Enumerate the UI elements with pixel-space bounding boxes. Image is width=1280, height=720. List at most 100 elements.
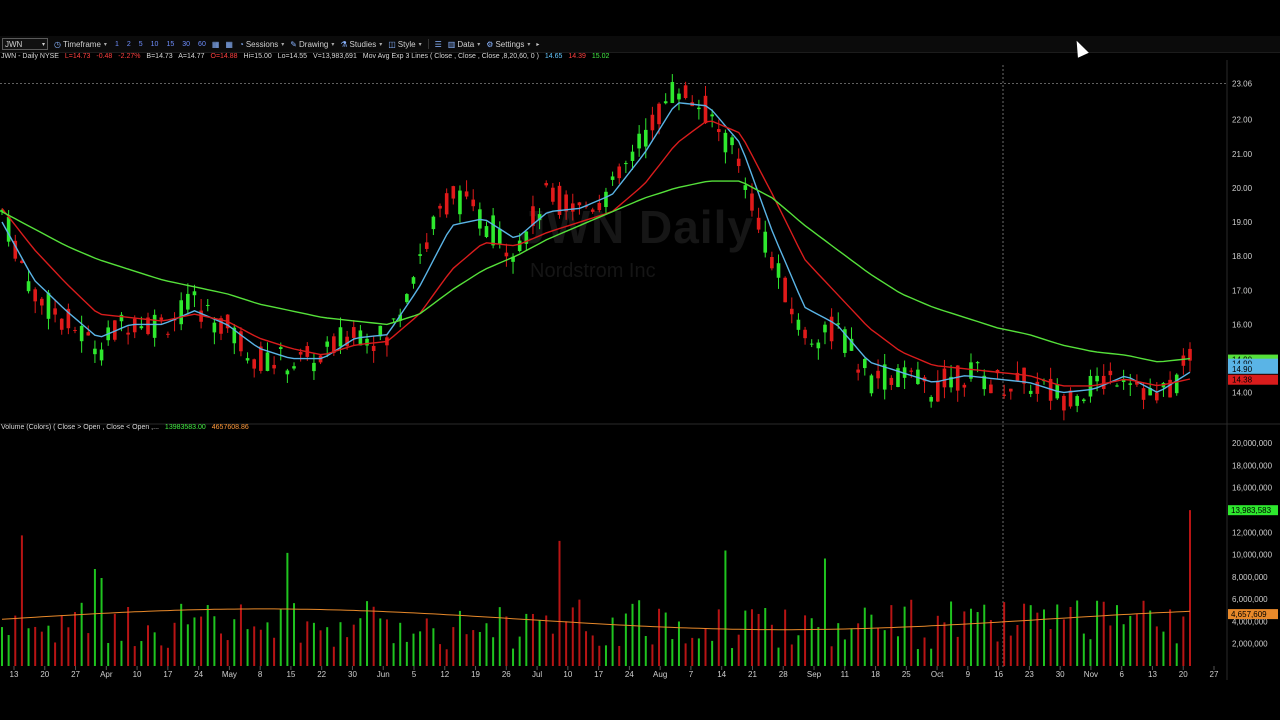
studies-label: Studies	[349, 39, 377, 49]
candle-body	[113, 320, 117, 340]
candle-body	[763, 231, 768, 253]
candle-body	[1121, 378, 1126, 382]
volume-value: V=13,983,691	[313, 53, 357, 60]
candle-body	[1068, 390, 1073, 407]
date-axis-label: Jun	[377, 670, 390, 679]
interval-10[interactable]: 10	[150, 40, 159, 48]
data-menu[interactable]: ▥ Data ▾	[448, 40, 480, 49]
candle-body	[756, 217, 761, 230]
volume-axis-tick: 8,000,000	[1232, 573, 1268, 582]
date-axis-label: 18	[871, 670, 880, 679]
candle-body	[916, 369, 920, 385]
overflow-icon[interactable]: ▸	[536, 41, 540, 48]
candle-body	[345, 336, 349, 347]
change-pct: -2.27%	[118, 53, 141, 60]
interval-30[interactable]: 30	[182, 40, 191, 48]
candle-body	[896, 368, 900, 388]
candle-body	[86, 332, 91, 336]
volume-average: 4657608.86	[211, 424, 249, 431]
candle-body	[232, 327, 237, 344]
drawing-menu[interactable]: ✎ Drawing ▾	[290, 40, 334, 49]
interval-15[interactable]: 15	[166, 40, 175, 48]
chart-toolbar: JWN ▾ ◷ Timeframe ▾ 1 2 5 10 15 30 60 ▦ …	[0, 36, 1280, 53]
candle-body	[504, 252, 509, 257]
candle-body	[53, 308, 57, 315]
calendar-icon[interactable]: ▦	[211, 39, 220, 49]
candle-body	[46, 292, 51, 319]
candle-body	[139, 326, 144, 329]
candle-body	[378, 325, 383, 337]
data-icon: ▥	[447, 39, 456, 49]
interval-1[interactable]: 1	[114, 40, 119, 48]
date-axis-label: 6	[1119, 670, 1124, 679]
candle-body	[776, 263, 781, 278]
candle-body	[650, 114, 655, 131]
candle-body	[259, 346, 263, 371]
candle-body	[630, 151, 635, 161]
date-axis-label: 11	[841, 670, 850, 679]
settings-menu[interactable]: ⚙ Settings ▾	[486, 40, 530, 49]
layout-icon[interactable]: ☰	[434, 39, 442, 49]
candle-body	[829, 316, 834, 342]
candle-body	[643, 129, 648, 147]
candle-body	[298, 352, 303, 355]
ma-fast-value: 14.65	[544, 53, 563, 60]
volume-badge-label: 13,983,583	[1231, 506, 1272, 515]
candle-body	[351, 327, 356, 338]
candle-body	[1181, 355, 1186, 366]
volume-axis-tick: 12,000,000	[1232, 528, 1273, 537]
candle-body	[398, 314, 403, 321]
timeframe-menu[interactable]: ◷ Timeframe ▾	[54, 40, 107, 49]
price-axis-tick: 18.00	[1232, 252, 1253, 261]
candle-body	[1035, 381, 1040, 394]
ma-slow-line	[1, 180, 1191, 363]
price-axis-tick: 19.00	[1232, 218, 1253, 227]
candle-body	[604, 191, 608, 207]
candle-body	[451, 186, 456, 199]
candle-body	[570, 203, 575, 212]
date-axis-label: 5	[412, 670, 417, 679]
candle-body	[1148, 388, 1152, 396]
candle-body	[1015, 372, 1020, 381]
candle-body	[491, 215, 495, 246]
price-chart[interactable]: 23.06 22.00 21.00 20.00 19.00 18.00 17.00 16.00…	[0, 0, 1280, 682]
symbol-input[interactable]: JWN ▾	[2, 38, 48, 50]
volume-badge	[1228, 505, 1278, 516]
volume-axis-tick: 4,000,000	[1232, 617, 1268, 626]
date-axis-label: 22	[317, 670, 326, 679]
date-axis-label: 10	[133, 670, 142, 679]
style-label: Style	[397, 39, 416, 49]
interval-2[interactable]: 2	[126, 40, 131, 48]
volume-axis-tick: 6,000,000	[1232, 595, 1268, 604]
candle-body	[783, 277, 787, 303]
candle-body	[312, 362, 316, 372]
candle-body	[418, 254, 422, 256]
calendar-range-icon[interactable]: ▦	[225, 39, 233, 49]
studies-menu[interactable]: ⚗ Studies ▾	[340, 40, 382, 49]
candle-body	[736, 158, 741, 167]
candle-body	[265, 352, 270, 371]
style-menu[interactable]: ◫ Style ▾	[388, 40, 421, 49]
interval-60[interactable]: 60	[198, 40, 206, 48]
candle-body	[33, 289, 37, 302]
interval-5[interactable]: 5	[138, 40, 143, 48]
candle-body	[710, 114, 714, 117]
candle-body	[949, 376, 953, 388]
candle-body	[849, 338, 854, 351]
date-axis-label: 17	[594, 670, 603, 679]
date-axis-label: Jul	[532, 670, 542, 679]
top-black-bar	[0, 0, 1280, 36]
price-axis-tick: 21.00	[1232, 150, 1253, 159]
style-icon: ◫	[388, 39, 396, 49]
settings-label: Settings	[495, 39, 525, 49]
candle-body	[119, 314, 124, 322]
price-badge	[1228, 374, 1278, 385]
candle-body	[743, 185, 748, 190]
candle-body	[617, 166, 622, 179]
volume-badge-label: 4,657,609	[1231, 610, 1267, 619]
candle-body	[876, 370, 880, 379]
sessions-menu[interactable]: ◔ Sessions ▾	[239, 40, 284, 49]
last-price: L=14.73	[64, 53, 91, 60]
candle-body	[823, 324, 827, 333]
candle-body	[716, 129, 721, 133]
